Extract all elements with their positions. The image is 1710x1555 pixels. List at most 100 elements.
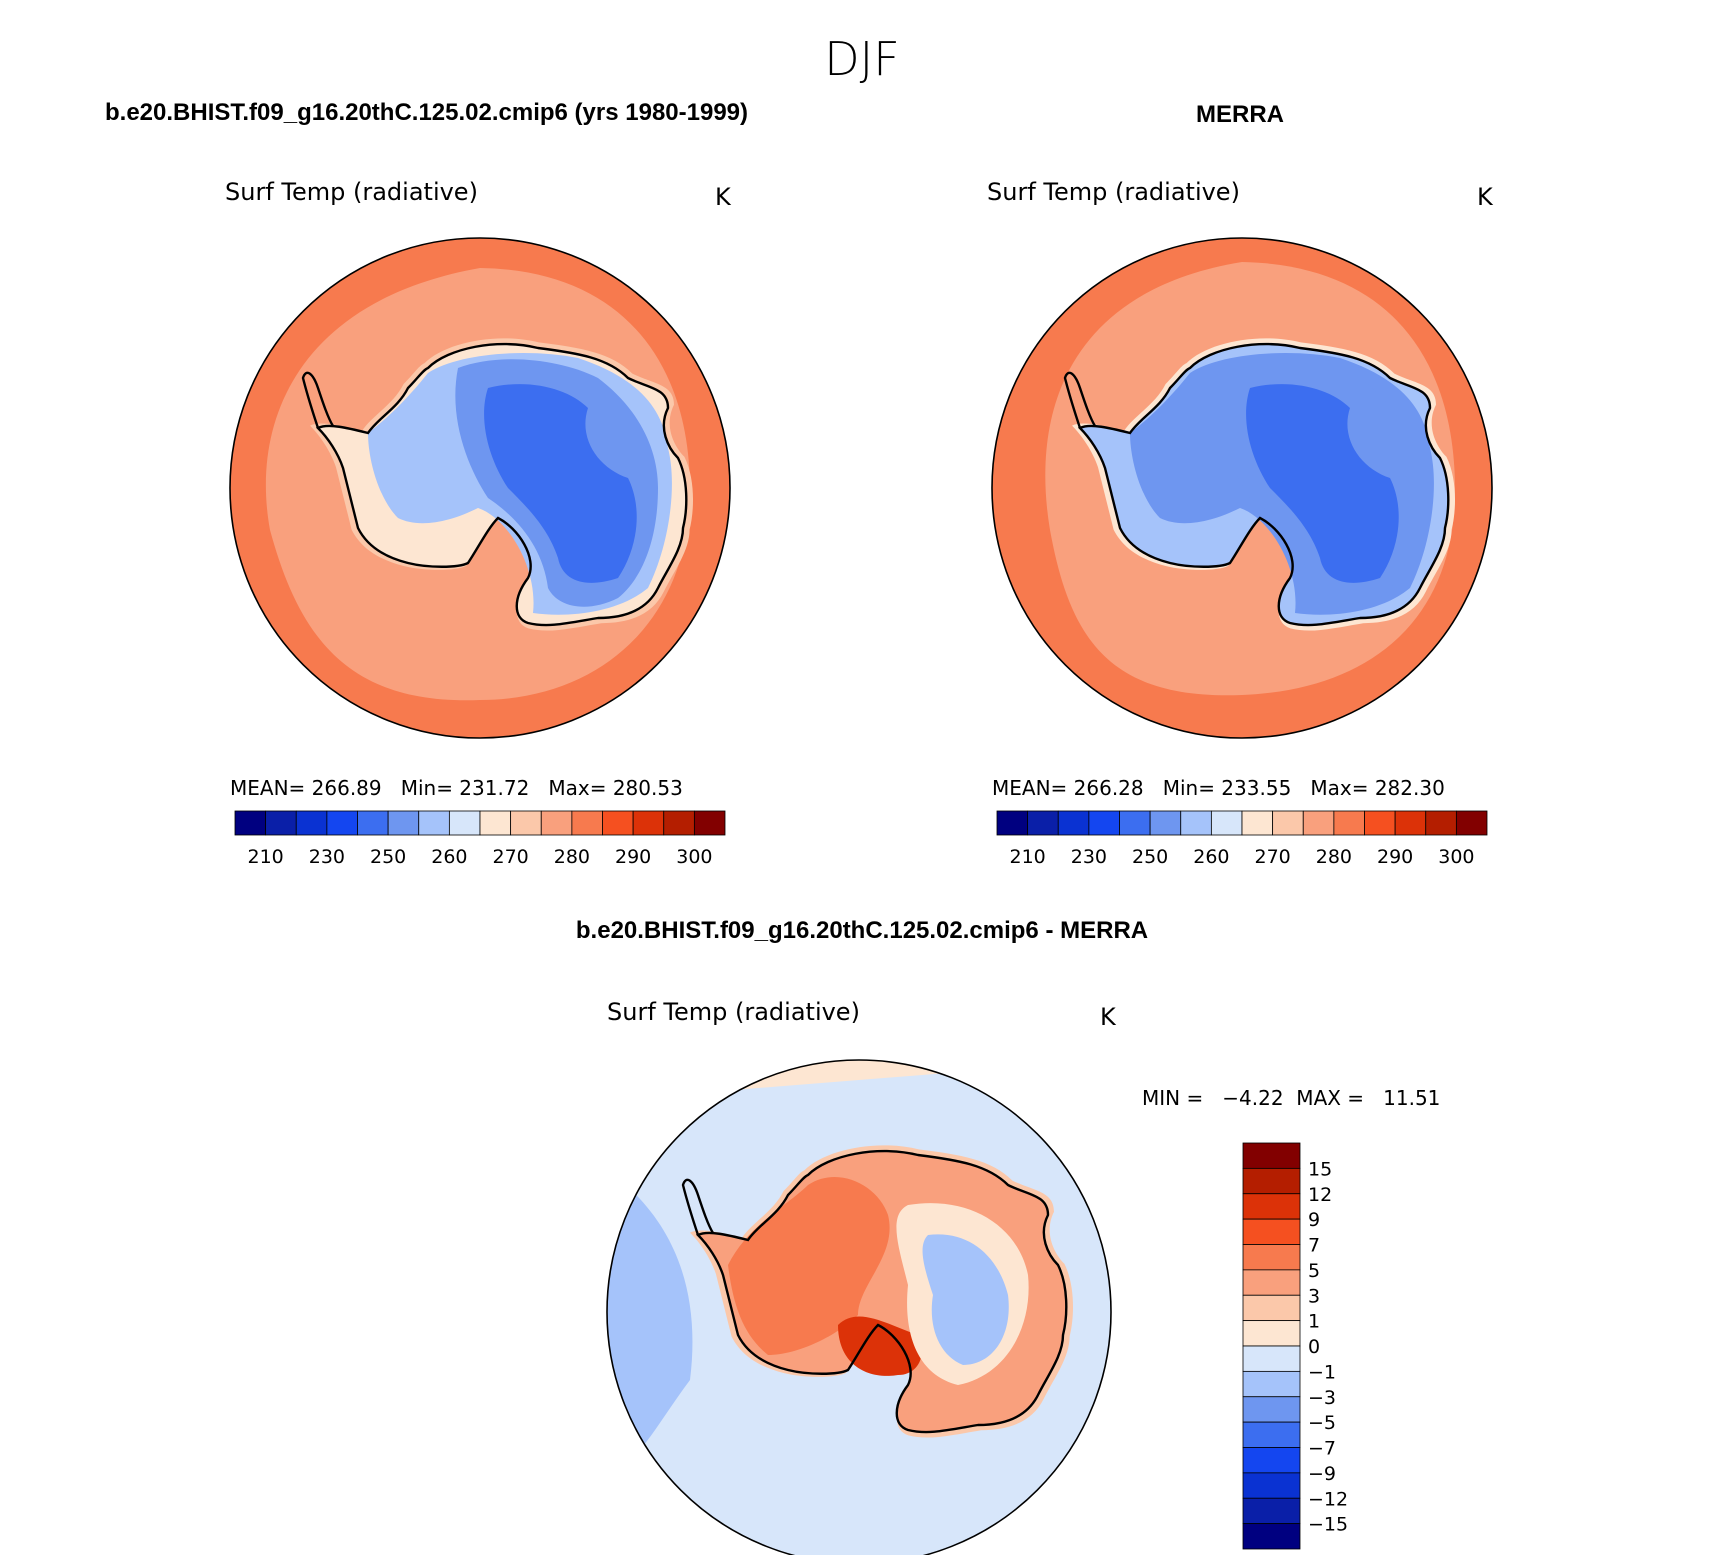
panel-obs-map [992,238,1492,738]
panel-difference-header: b.e20.BHIST.f09_g16.20thC.125.02.cmip6 -… [576,917,1148,944]
colorbar-tick-label: −3 [1308,1387,1336,1409]
colorbar-swatch [1333,810,1365,836]
colorbar-swatch [1242,1294,1301,1322]
colorbar-swatch [1027,810,1059,836]
colorbar-swatch [1455,810,1488,836]
colorbar-swatch [1088,810,1120,836]
colorbar-tick-label: 3 [1308,1285,1320,1307]
panel-model-stats: MEAN= 266.89 Min= 231.72 Max= 280.53 [230,776,683,800]
colorbar-swatch [1242,1320,1301,1347]
map-boundary [229,237,731,739]
panel-obs: MERRA Surf Temp (radiative) K MEAN= 266.… [987,101,1494,868]
colorbar-swatch [265,810,297,836]
panel-obs-variable: Surf Temp (radiative) [987,178,1240,206]
panel-difference-variable: Surf Temp (radiative) [607,998,860,1026]
colorbar-swatch [693,810,726,836]
colorbar-swatch [1149,810,1182,836]
panel-model-map [230,238,730,738]
colorbar-swatch [357,810,389,836]
colorbar-swatch [1242,1421,1301,1448]
colorbar-tick-label: 290 [1377,846,1413,868]
colorbar-tick-label: −15 [1308,1514,1348,1536]
colorbar-tick-label: 300 [1438,846,1474,868]
colorbar-swatch [387,810,420,836]
panel-difference-colorbar: 15 12 9 7 5 3 1 0 −1 −3 −5 −7 −9 −12 −15 [1242,1142,1348,1550]
colorbar-swatch [1180,810,1212,836]
colorbar-swatch [326,810,358,836]
field-east-plateau-core [1246,384,1399,583]
panel-obs-units: K [1477,183,1494,211]
colorbar-tick-label: −7 [1308,1438,1336,1460]
panel-difference: b.e20.BHIST.f09_g16.20thC.125.02.cmip6 -… [576,917,1440,1555]
colorbar-tick-label: 230 [309,846,345,868]
colorbar-swatch [1057,810,1090,836]
colorbar-swatch [1242,1345,1301,1372]
colorbar-swatch [571,810,603,836]
map-boundary [991,237,1493,739]
colorbar-swatch [1242,1244,1301,1271]
colorbar-swatch [602,810,634,836]
colorbar-tick-label: 12 [1308,1184,1332,1206]
field-east-plateau-core [484,384,637,583]
colorbar-swatch [1242,1218,1301,1245]
colorbar-tick-label: 5 [1308,1260,1320,1282]
panel-obs-colorbar: 210 230 250 260 270 280 290 300 [996,810,1488,868]
diff-field-east-cool [922,1234,1009,1365]
panel-model-units: K [715,183,732,211]
colorbar-swatch [1210,810,1243,836]
colorbar-tick-label: 300 [676,846,712,868]
colorbar-swatch [1242,1167,1301,1195]
panel-difference-units: K [1100,1003,1117,1031]
colorbar-tick-label: 230 [1071,846,1107,868]
colorbar-swatch [996,810,1029,836]
colorbar-swatch [1242,1193,1301,1220]
panel-model: b.e20.BHIST.f09_g16.20thC.125.02.cmip6 (… [105,99,748,868]
season-title: DJF [824,32,899,86]
panel-obs-stats: MEAN= 266.28 Min= 233.55 Max= 282.30 [992,776,1445,800]
colorbar-swatch [540,810,573,836]
colorbar-swatch [510,810,542,836]
diff-field-cool-ocean [607,1180,693,1480]
colorbar-swatch [1242,1523,1301,1550]
colorbar-swatch [1242,1472,1301,1499]
colorbar-tick-label: −9 [1308,1463,1336,1485]
colorbar-swatch [1119,810,1151,836]
colorbar-tick-label: 270 [492,846,528,868]
colorbar-tick-label: 270 [1254,846,1290,868]
map-boundary [606,1059,1112,1555]
colorbar-swatch [1242,1370,1301,1398]
colorbar-swatch [295,810,328,836]
colorbar-tick-label: 0 [1308,1336,1320,1358]
colorbar-swatch [632,810,665,836]
colorbar-tick-label: 250 [1132,846,1168,868]
colorbar-tick-label: −1 [1308,1361,1336,1383]
colorbar-swatch [1394,810,1427,836]
colorbar-swatch [1425,810,1457,836]
panel-model-colorbar: 210 230 250 260 270 280 290 300 [234,810,726,868]
colorbar-tick-label: 290 [615,846,651,868]
panel-obs-header: MERRA [1196,101,1284,128]
colorbar-tick-label: 15 [1308,1158,1332,1180]
colorbar-tick-label: −12 [1308,1488,1348,1510]
colorbar-swatch [1242,1396,1301,1423]
colorbar-tick-label: 210 [1009,846,1045,868]
colorbar-tick-label: 260 [1193,846,1229,868]
colorbar-swatch [234,810,267,836]
colorbar-tick-label: 9 [1308,1209,1320,1231]
panel-model-header: b.e20.BHIST.f09_g16.20thC.125.02.cmip6 (… [105,99,748,126]
colorbar-tick-label: 7 [1308,1235,1320,1257]
panel-difference-stats: MIN = −4.22 MAX = 11.51 [1142,1086,1440,1110]
colorbar-swatch [1242,1497,1301,1525]
colorbar-tick-label: 250 [370,846,406,868]
colorbar-swatch [479,810,512,836]
colorbar-tick-label: 1 [1308,1311,1320,1333]
panel-model-variable: Surf Temp (radiative) [225,178,478,206]
panel-difference-map [607,1060,1111,1555]
colorbar-tick-label: 280 [554,846,590,868]
colorbar-swatch [1242,1269,1301,1296]
diff-field-ross-warm [838,1316,922,1376]
colorbar-swatch [663,810,695,836]
colorbar-tick-label: −5 [1308,1412,1336,1434]
colorbar-tick-label: 210 [247,846,283,868]
